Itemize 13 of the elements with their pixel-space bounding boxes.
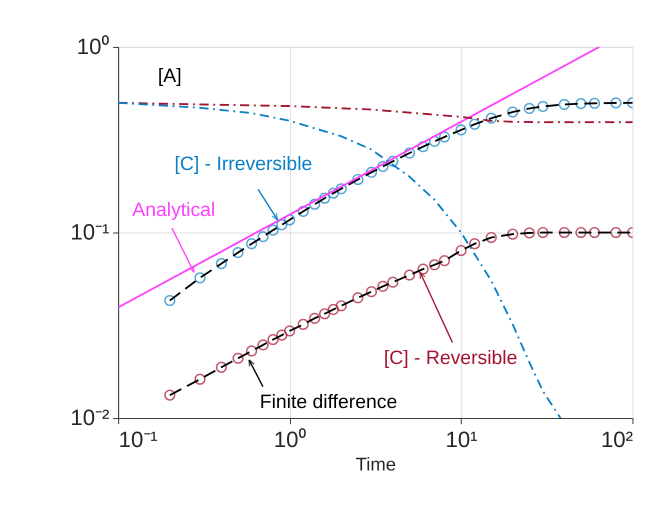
annotation: [A] bbox=[158, 65, 182, 88]
x-tick-label: 10⁰ bbox=[274, 427, 306, 452]
y-tick-label: 10⁻¹ bbox=[70, 219, 110, 244]
y-tick-label: 10⁰ bbox=[76, 34, 110, 59]
x-tick-label: 10¹ bbox=[446, 427, 478, 452]
annotation: [C] - Irreversible bbox=[174, 153, 312, 176]
y-tick-label: 10⁻² bbox=[70, 405, 110, 430]
x-axis-title: Time bbox=[356, 453, 396, 474]
annotation: [C] - Reversible bbox=[384, 346, 518, 369]
x-tick-label: 10⁻¹ bbox=[118, 427, 158, 452]
x-tick-label: 10² bbox=[600, 427, 633, 452]
annotation: Finite difference bbox=[260, 390, 398, 413]
annotation: Analytical bbox=[132, 199, 216, 222]
